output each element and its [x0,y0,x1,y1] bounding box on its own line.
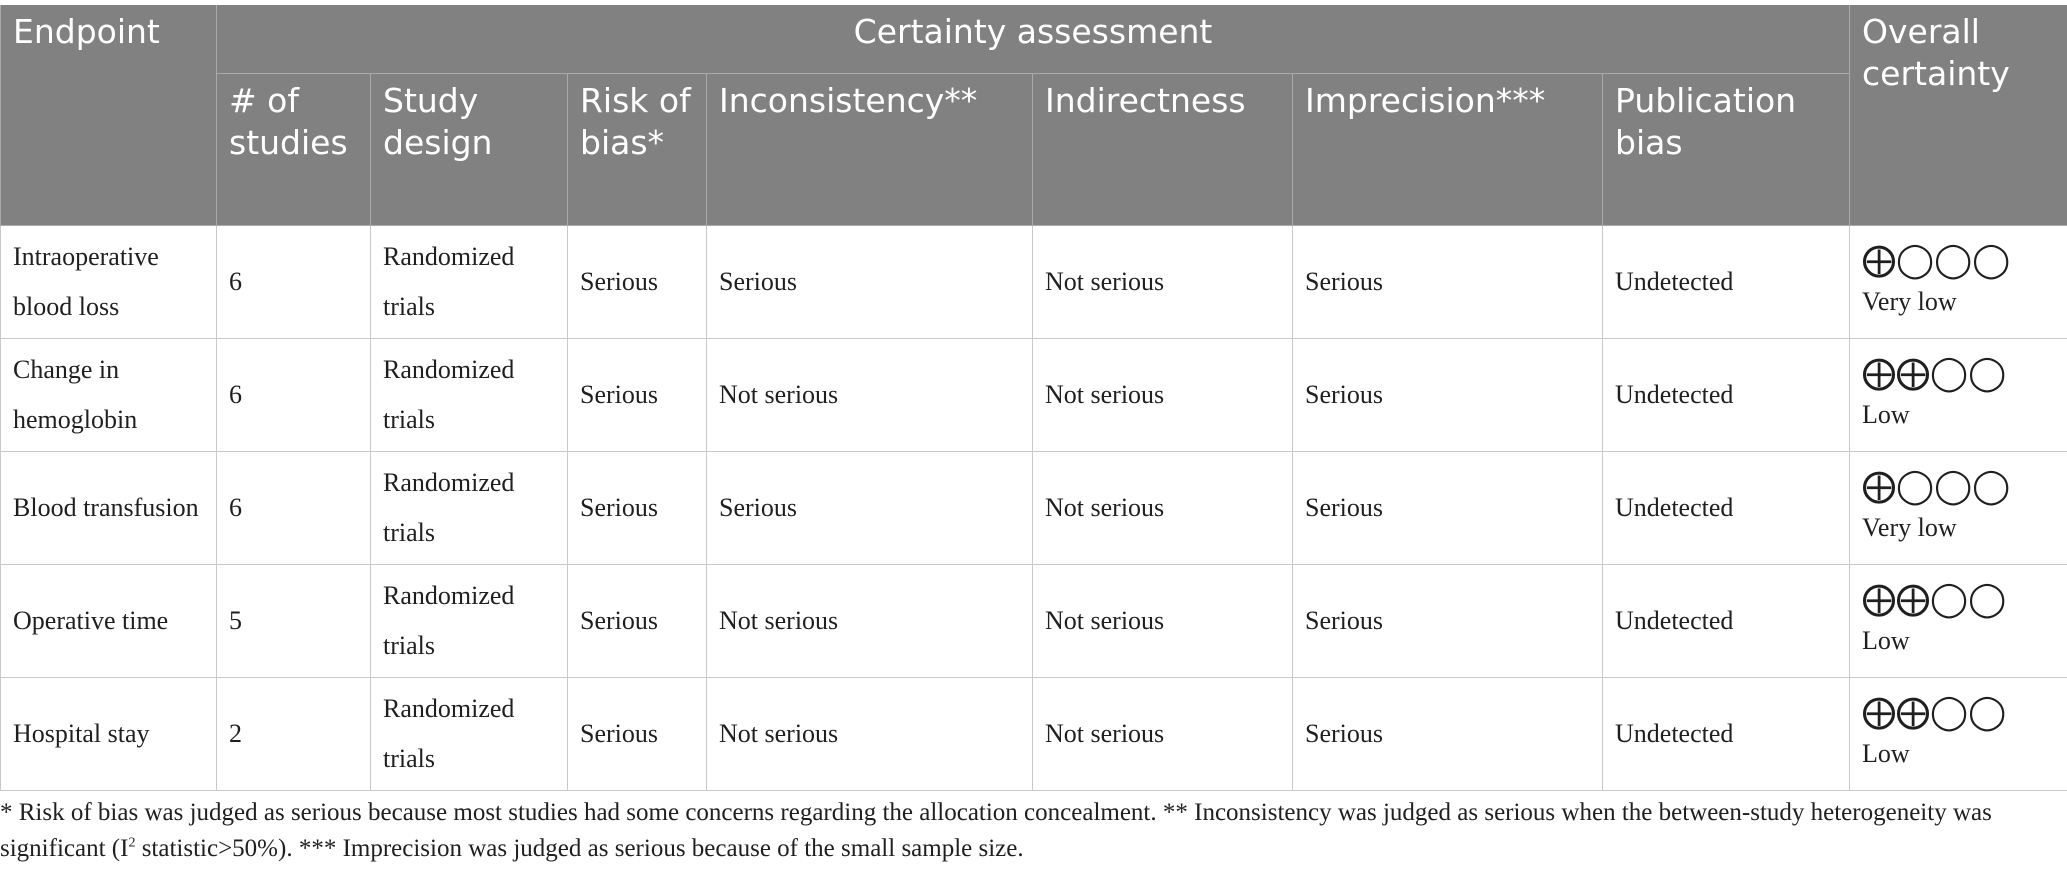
certainty-symbols-icon: ⨁⨁◯◯ [1862,691,2007,732]
publication-bias-cell: Undetected [1601,450,1851,565]
table-header: Endpoint Certainty assessment Overall ce… [0,5,2067,226]
inconsistency-cell: Serious [706,224,1033,339]
footnote-text-part2: statistic>50%). *** Imprecision was judg… [135,835,1024,862]
inconsistency-cell: Not serious [706,337,1033,452]
publication-bias-cell: Undetected [1601,676,1851,791]
publication-bias-cell: Undetected [1601,337,1851,452]
certainty-symbols-icon: ⨁⨁◯◯ [1862,352,2007,393]
indirectness-cell: Not serious [1032,337,1293,452]
publication-bias-cell: Undetected [1601,224,1851,339]
table-footnote: * Risk of bias was judged as serious bec… [0,795,2050,867]
imprecision-cell: Serious [1292,450,1603,565]
header-num-studies: # of studies [216,73,371,226]
table-row: Operative time 5 Randomized trials Serio… [0,563,2067,678]
table-body: Intraoperative blood loss 6 Randomized t… [0,224,2067,791]
header-certainty-assessment: Certainty assessment [215,5,1851,74]
endpoint-cell: Blood transfusion [0,450,217,565]
risk-of-bias-cell: Serious [567,450,707,565]
num-studies-cell: 6 [216,224,371,339]
indirectness-cell: Not serious [1032,224,1293,339]
num-studies-cell: 2 [216,676,371,791]
certainty-label: Very low [1862,512,1957,542]
imprecision-cell: Serious [1292,563,1603,678]
indirectness-cell: Not serious [1032,450,1293,565]
header-study-design: Study design [370,73,568,226]
inconsistency-cell: Not serious [706,563,1033,678]
inconsistency-cell: Not serious [706,676,1033,791]
certainty-label: Low [1862,738,1910,768]
header-imprecision: Imprecision*** [1292,73,1603,226]
risk-of-bias-cell: Serious [567,337,707,452]
certainty-symbols-icon: ⨁◯◯◯ [1862,465,2011,506]
study-design-cell: Randomized trials [370,337,568,452]
grade-evidence-table-wrapper: Endpoint Certainty assessment Overall ce… [0,5,2067,791]
header-overall-certainty: Overall certainty [1849,5,2067,226]
header-endpoint: Endpoint [0,5,217,226]
footnote-superscript: 2 [128,835,136,851]
imprecision-cell: Serious [1292,337,1603,452]
endpoint-cell: Operative time [0,563,217,678]
certainty-symbols-icon: ⨁⨁◯◯ [1862,578,2007,619]
num-studies-cell: 6 [216,337,371,452]
num-studies-cell: 6 [216,450,371,565]
study-design-cell: Randomized trials [370,563,568,678]
indirectness-cell: Not serious [1032,676,1293,791]
risk-of-bias-cell: Serious [567,563,707,678]
table-row: Blood transfusion 6 Randomized trials Se… [0,450,2067,565]
publication-bias-cell: Undetected [1601,563,1851,678]
header-inconsistency: Inconsistency** [706,73,1033,226]
certainty-symbols-icon: ⨁◯◯◯ [1862,239,2011,280]
imprecision-cell: Serious [1292,676,1603,791]
indirectness-cell: Not serious [1032,563,1293,678]
header-indirectness: Indirectness [1032,73,1293,226]
overall-certainty-cell: ⨁◯◯◯ Very low [1849,224,2067,339]
study-design-cell: Randomized trials [370,676,568,791]
footnote-text-part1: * Risk of bias was judged as serious bec… [0,799,1992,862]
endpoint-cell: Change in hemoglobin [0,337,217,452]
overall-certainty-cell: ⨁◯◯◯ Very low [1849,450,2067,565]
risk-of-bias-cell: Serious [567,676,707,791]
endpoint-cell: Hospital stay [0,676,217,791]
header-risk-of-bias: Risk of bias* [567,73,707,226]
overall-certainty-cell: ⨁⨁◯◯ Low [1849,563,2067,678]
table-row: Change in hemoglobin 6 Randomized trials… [0,337,2067,452]
header-publication-bias: Publication bias [1601,73,1851,226]
table-row: Hospital stay 2 Randomized trials Seriou… [0,676,2067,791]
certainty-label: Low [1862,625,1910,655]
imprecision-cell: Serious [1292,224,1603,339]
study-design-cell: Randomized trials [370,450,568,565]
endpoint-cell: Intraoperative blood loss [0,224,217,339]
table-row: Intraoperative blood loss 6 Randomized t… [0,224,2067,339]
certainty-label: Very low [1862,286,1957,316]
num-studies-cell: 5 [216,563,371,678]
inconsistency-cell: Serious [706,450,1033,565]
overall-certainty-cell: ⨁⨁◯◯ Low [1849,337,2067,452]
certainty-label: Low [1862,399,1910,429]
grade-evidence-table: Endpoint Certainty assessment Overall ce… [0,5,2067,791]
risk-of-bias-cell: Serious [567,224,707,339]
study-design-cell: Randomized trials [370,224,568,339]
overall-certainty-cell: ⨁⨁◯◯ Low [1849,676,2067,791]
